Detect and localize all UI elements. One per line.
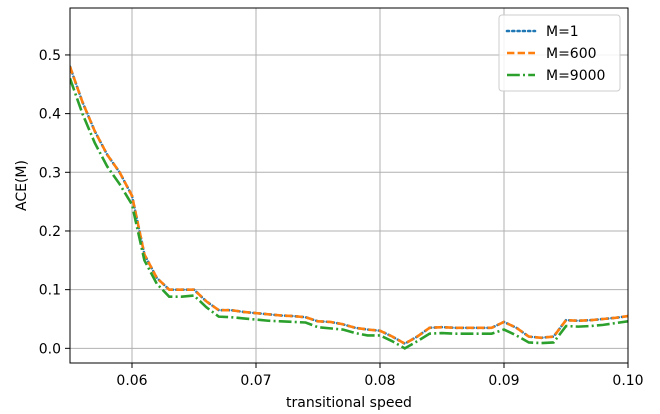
- series-line-m-600: [70, 66, 628, 346]
- legend-label: M=9000: [546, 68, 605, 84]
- axis-ticks: 0.06 0.07 0.08 0.09 0.10 0.0 0.1 0.2 0.3 0.4 0.5: [39, 48, 644, 389]
- x-tick-label: 0.08: [364, 373, 395, 389]
- series-lines: [70, 65, 628, 350]
- y-tick-label: 0.5: [39, 48, 61, 64]
- y-axis-label: ACE(M): [14, 160, 30, 211]
- legend-label: M=1: [546, 24, 579, 40]
- x-axis-label: transitional speed: [286, 395, 412, 411]
- y-tick-label: 0.0: [39, 341, 61, 357]
- x-tick-label: 0.09: [488, 373, 519, 389]
- legend-label: M=600: [546, 46, 597, 62]
- y-tick-label: 0.3: [39, 165, 61, 181]
- x-tick-label: 0.10: [612, 373, 643, 389]
- y-tick-label: 0.4: [39, 107, 61, 123]
- series-line-m-9000: [70, 77, 628, 350]
- x-tick-label: 0.06: [116, 373, 147, 389]
- x-tick-label: 0.07: [240, 373, 271, 389]
- y-tick-label: 0.2: [39, 224, 61, 240]
- plot-frame: [69, 7, 629, 364]
- y-tick-label: 0.1: [39, 283, 61, 299]
- legend: M=1 M=600 M=9000: [498, 14, 621, 92]
- legend-box: [498, 14, 621, 92]
- series-line-m-1: [70, 65, 628, 346]
